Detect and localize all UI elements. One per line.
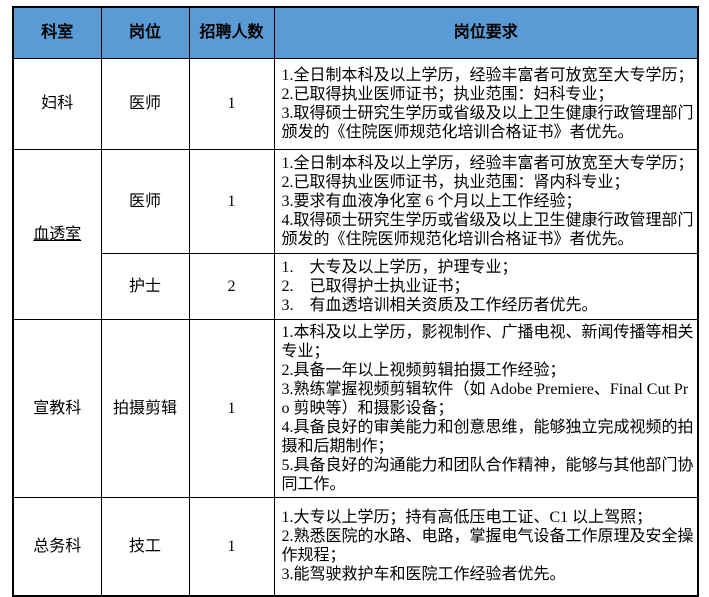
requirement-item: 1.大专以上学历；持有高低压电工证、C1 以上驾照； [281,509,653,527]
headcount-cell: 1 [188,148,275,254]
requirement-item: 2.熟悉医院的水路、电路，掌握电气设备工作原理及安全操作规程； [281,528,694,565]
recruitment-table-container: 科室 岗位 招聘人数 岗位要求 妇科 医师 1 1.全日制本科及以上学历，经验丰富者可… [12,6,699,597]
requirements-cell: 1.大专以上学历；持有高低压电工证、C1 以上驾照； 2.熟悉医院的水路、电路，掌… [273,496,699,597]
requirement-item: 2. 已取得护士执业证书； [281,277,470,295]
requirement-item: 2.已取得执业医师证书；执业范围：妇科专业； [281,85,614,103]
table-body: 妇科 医师 1 1.全日制本科及以上学历，经验丰富者可放宽至大专学历； 2.已取得执业医… [12,57,699,597]
position-cell: 技工 [100,496,190,597]
header-dept: 科室 [12,6,102,59]
header-count: 招聘人数 [188,6,275,59]
recruitment-table: 科室 岗位 招聘人数 岗位要求 妇科 医师 1 1.全日制本科及以上学历，经验丰富者可… [12,6,699,597]
table-row: 血透室 医师 1 1.全日制本科及以上学历，经验丰富者可放宽至大专学历； 2.已取得执业… [12,148,699,320]
department-cell: 宣教科 [12,318,102,498]
position-cell: 医师 [100,148,190,254]
requirements-cell: 1. 大专及以上学历，护理专业； 2. 已取得护士执业证书； 3. 有血透培训相关资… [273,252,699,320]
requirement-item: 5.具备良好的沟通能力和团队合作精神，能够与其他部门协同工作。 [281,456,694,493]
requirement-item: 1.本科及以上学历，影视制作、广播电视、新闻传播等相关专业； [281,323,694,360]
table-row: 护士 2 1. 大专及以上学历，护理专业； 2. 已取得护士执业证书； 3. 有血透培训… [13,252,699,320]
requirements-cell: 1.本科及以上学历，影视制作、广播电视、新闻传播等相关专业； 2.具备一年以上视频… [273,318,699,498]
department-cell: 总务科 [12,496,102,597]
position-cell: 医师 [100,57,190,150]
headcount-cell: 1 [188,57,275,150]
headcount-cell: 1 [188,496,275,597]
requirement-item: 2.具备一年以上视频剪辑拍摄工作经验； [281,361,566,379]
requirements-cell: 1.全日制本科及以上学历，经验丰富者可放宽至大专学历； 2.已取得执业医师证书，执… [273,148,699,254]
requirement-item: 3.取得硕士研究生学历或省级及以上卫生健康行政管理部门颁发的《住院医师规范化培训… [281,104,694,141]
department-cell: 血透室 [12,148,102,320]
requirement-item: 1.全日制本科及以上学历，经验丰富者可放宽至大专学历； [281,154,694,172]
position-cell: 拍摄剪辑 [100,318,190,498]
header-row: 科室 岗位 招聘人数 岗位要求 [12,6,699,59]
table-row: 妇科 医师 1 1.全日制本科及以上学历，经验丰富者可放宽至大专学历； 2.已取得执业医… [12,57,699,150]
requirement-item: 4.取得硕士研究生学历或省级及以上卫生健康行政管理部门颁发的《住院医师规范化培训… [281,211,694,248]
header-position: 岗位 [100,6,190,59]
requirement-item: 1.全日制本科及以上学历，经验丰富者可放宽至大专学历； [281,66,694,84]
table-row: 宣教科 拍摄剪辑 1 1.本科及以上学历，影视制作、广播电视、新闻传播等相关专业； 2.… [12,318,699,498]
headcount-cell: 2 [188,252,275,320]
requirements-cell: 1.全日制本科及以上学历，经验丰富者可放宽至大专学历； 2.已取得执业医师证书；执… [273,57,699,150]
requirement-item: 3.熟练掌握视频剪辑软件（如 Adobe Premiere、Final Cut … [281,380,689,417]
requirement-item: 3. 有血透培训相关资质及工作经历者优先。 [281,296,598,314]
requirement-item: 3.要求有血液净化室 6 个月以上工作经验； [281,192,582,210]
requirement-item: 1. 大专及以上学历，护理专业； [281,258,518,276]
requirement-item: 4.具备良好的审美能力和创意思维，能够独立完成视频的拍摄和后期制作； [281,418,694,455]
department-cell: 妇科 [12,57,102,150]
header-requirements: 岗位要求 [273,6,699,59]
headcount-cell: 1 [188,318,275,498]
table-row: 总务科 技工 1 1.大专以上学历；持有高低压电工证、C1 以上驾照； 2.熟悉医院的水… [12,496,699,597]
position-cell: 护士 [100,252,190,320]
requirement-item: 2.已取得执业医师证书，执业范围：肾内科专业； [281,173,630,191]
requirement-item: 3.能驾驶救护车和医院工作经验者优先。 [281,566,566,584]
table-header: 科室 岗位 招聘人数 岗位要求 [12,6,699,59]
